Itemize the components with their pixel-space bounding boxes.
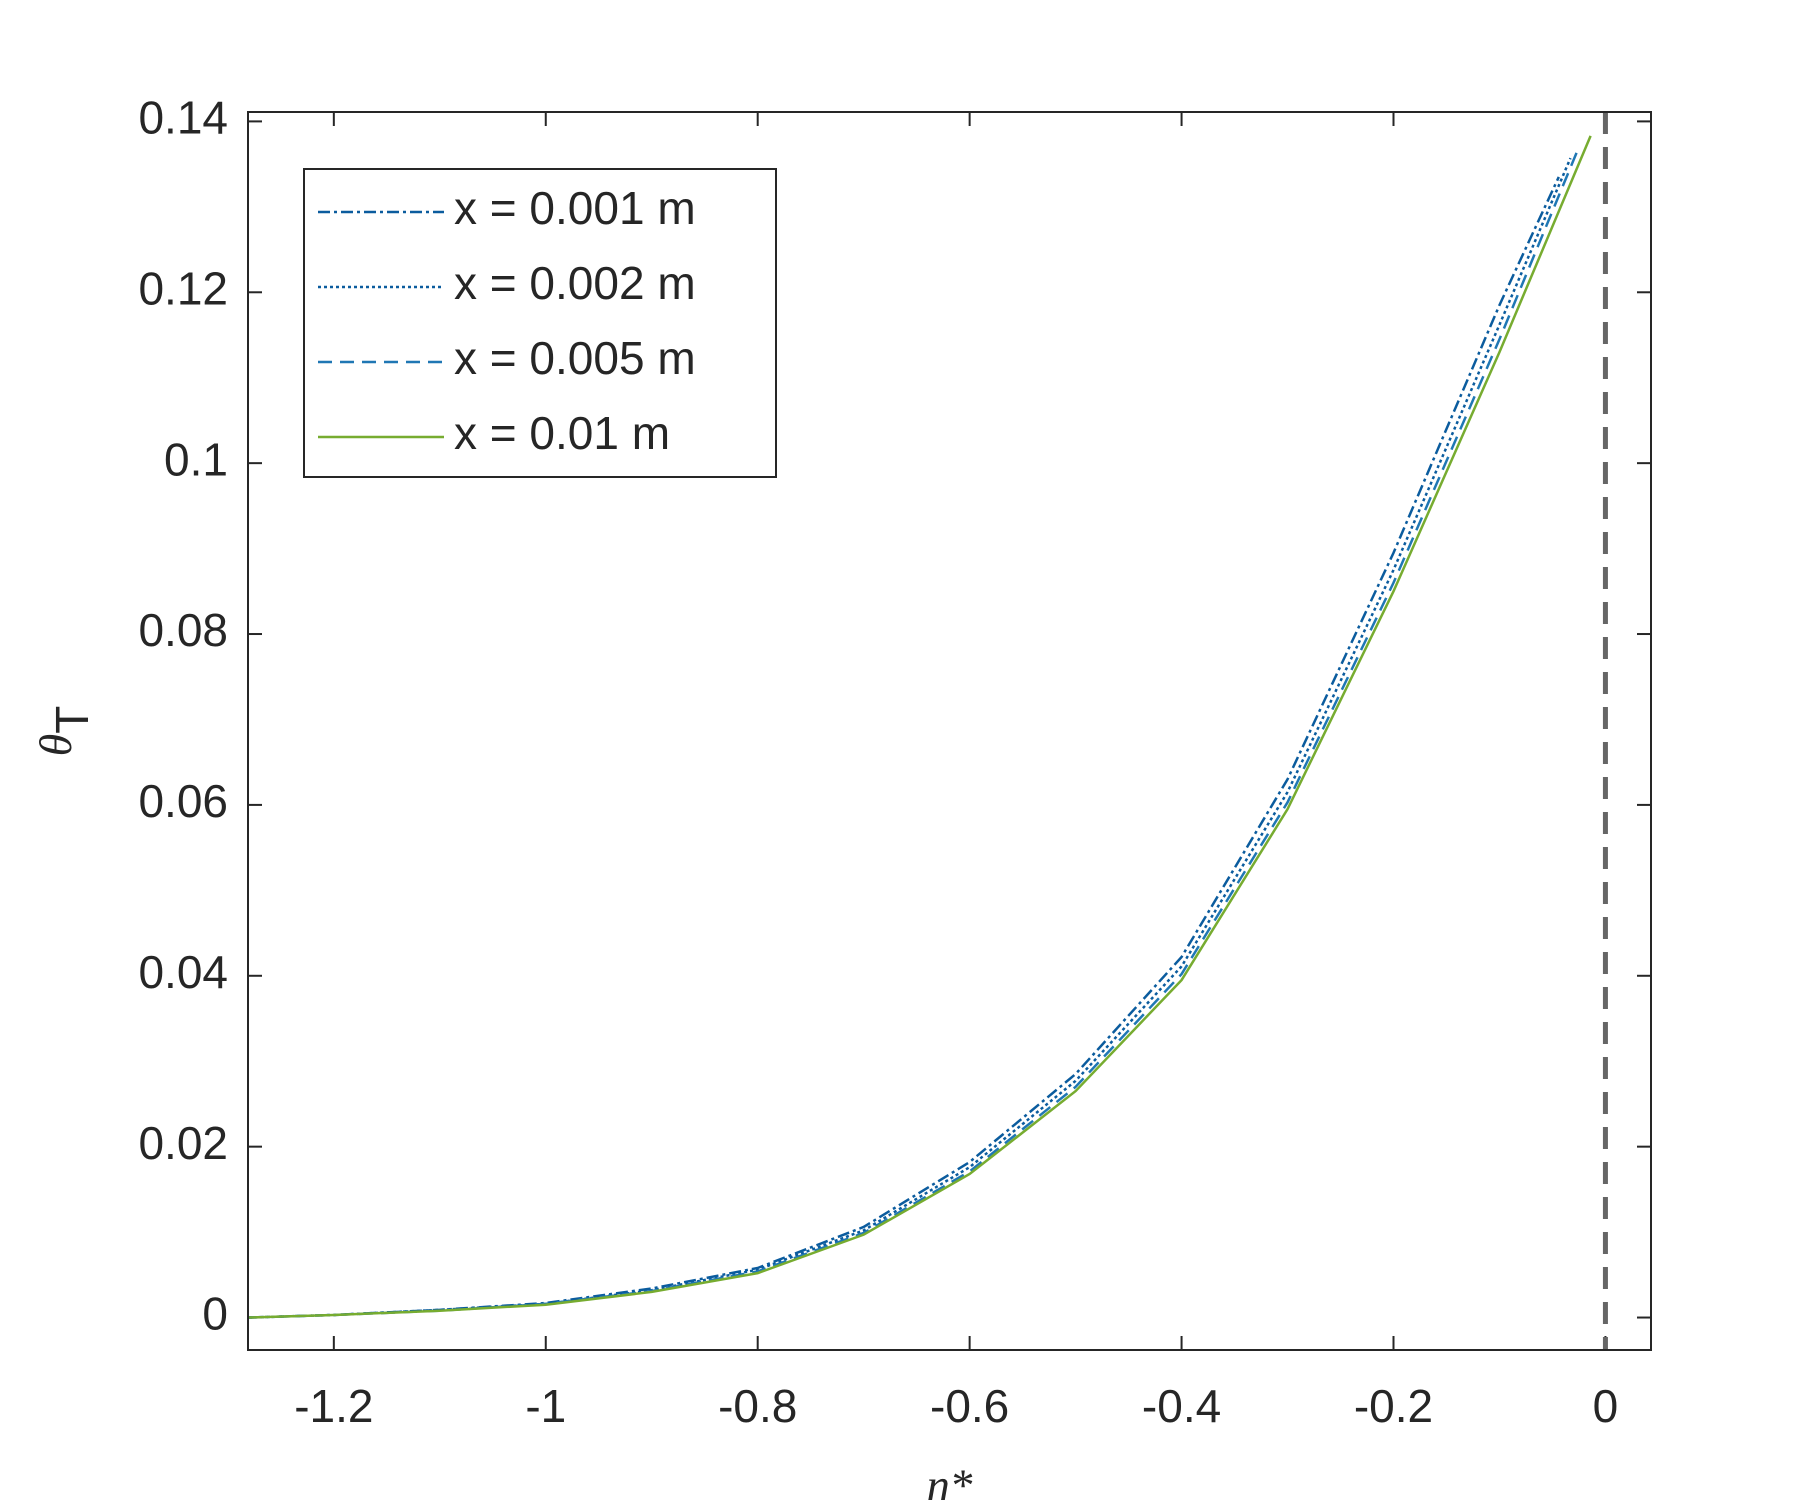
y-tick-label: 0: [202, 1288, 228, 1340]
legend-label: x = 0.01 m: [454, 407, 670, 459]
y-tick-label: 0.12: [138, 262, 228, 314]
y-axis-label-subscript: T: [46, 706, 98, 734]
x-tick-label: -0.4: [1142, 1380, 1221, 1432]
x-axis-label: η*: [927, 1460, 973, 1500]
legend-label: x = 0.002 m: [454, 257, 696, 309]
y-tick-label: 0.02: [138, 1117, 228, 1169]
legend-box: [303, 168, 777, 478]
x-tick-label: 0: [1593, 1380, 1619, 1432]
x-tick-label: -0.8: [718, 1380, 797, 1432]
x-tick-label: -1.2: [294, 1380, 373, 1432]
y-tick-label: 0.08: [138, 604, 228, 656]
y-axis-label: θT: [30, 706, 99, 757]
y-tick-label: 0.14: [138, 92, 228, 144]
plot-area: [249, 112, 1608, 1350]
y-tick-label: 0.04: [138, 946, 228, 998]
y-tick-label: 0.1: [164, 433, 228, 485]
x-tick-label: -1: [525, 1380, 566, 1432]
y-tick-label: 0.06: [138, 775, 228, 827]
series-line: [249, 157, 1572, 1319]
series-line: [249, 135, 1592, 1319]
legend-label: x = 0.005 m: [454, 332, 696, 384]
x-tick-label: -0.6: [930, 1380, 1009, 1432]
y-axis-label-symbol: θ: [30, 734, 81, 757]
axes-box: [247, 111, 1652, 1351]
x-tick-label: -0.2: [1354, 1380, 1433, 1432]
legend-label: x = 0.001 m: [454, 182, 696, 234]
